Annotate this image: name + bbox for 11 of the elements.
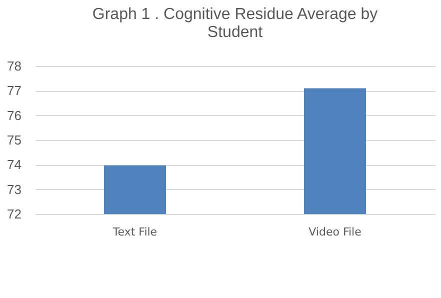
x-tick-label: Text File: [112, 226, 158, 238]
y-tick-label: 75: [7, 132, 22, 148]
y-tick-label: 76: [7, 108, 22, 123]
y-tick-label: 73: [7, 182, 22, 197]
y-tick-label: 74: [7, 157, 22, 172]
y-tick-label: 78: [7, 58, 22, 74]
x-tick-label: Video File: [308, 226, 362, 238]
y-tick-label: 77: [7, 83, 22, 98]
text: Student: [207, 24, 263, 41]
y-tick-label: 72: [7, 206, 22, 222]
text: Graph 1 . Cognitive Residue Average by: [92, 6, 378, 23]
